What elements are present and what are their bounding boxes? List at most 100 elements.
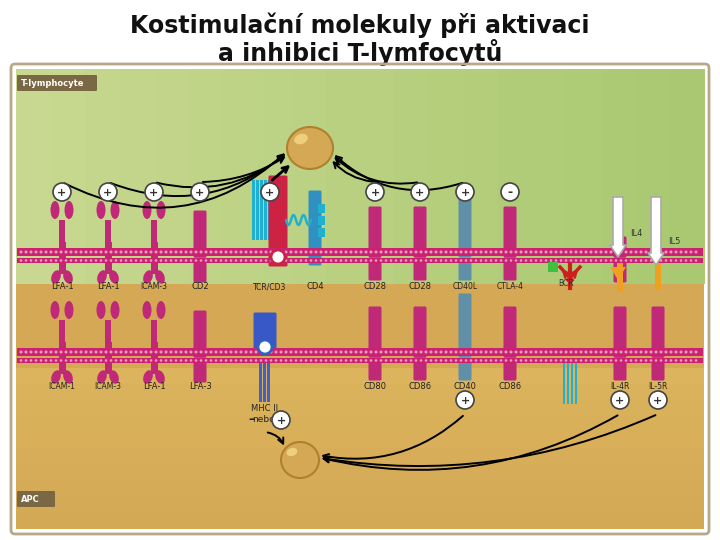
Text: +: + xyxy=(58,187,67,198)
Circle shape xyxy=(135,259,138,262)
Circle shape xyxy=(60,259,63,262)
Circle shape xyxy=(315,359,318,362)
Circle shape xyxy=(155,251,158,253)
Circle shape xyxy=(215,251,217,253)
Bar xyxy=(16,284,704,529)
Bar xyxy=(318,204,325,213)
Circle shape xyxy=(365,259,367,262)
Circle shape xyxy=(649,391,667,409)
Circle shape xyxy=(435,259,437,262)
Circle shape xyxy=(660,350,662,354)
Bar xyxy=(263,360,266,402)
Circle shape xyxy=(294,359,297,362)
Circle shape xyxy=(464,359,467,362)
Circle shape xyxy=(160,251,163,253)
Circle shape xyxy=(104,259,107,262)
Circle shape xyxy=(95,259,97,262)
Circle shape xyxy=(634,251,637,253)
Circle shape xyxy=(179,251,182,253)
Circle shape xyxy=(464,251,467,253)
Circle shape xyxy=(114,259,117,262)
Bar xyxy=(395,69,430,284)
Circle shape xyxy=(535,259,537,262)
FancyBboxPatch shape xyxy=(269,176,287,267)
Ellipse shape xyxy=(63,370,73,384)
Circle shape xyxy=(235,350,238,354)
Circle shape xyxy=(525,359,527,362)
Circle shape xyxy=(390,359,392,362)
FancyBboxPatch shape xyxy=(503,206,516,258)
Bar xyxy=(548,262,558,272)
Circle shape xyxy=(515,259,517,262)
Bar xyxy=(17,258,703,263)
Circle shape xyxy=(345,359,347,362)
Circle shape xyxy=(150,359,153,362)
Bar xyxy=(16,416,704,432)
Circle shape xyxy=(360,359,362,362)
Circle shape xyxy=(225,251,228,253)
Bar xyxy=(16,400,704,416)
Circle shape xyxy=(559,259,562,262)
Circle shape xyxy=(310,251,312,253)
Text: CD86: CD86 xyxy=(408,382,431,391)
Circle shape xyxy=(255,359,257,362)
Circle shape xyxy=(55,259,58,262)
Circle shape xyxy=(610,359,612,362)
FancyBboxPatch shape xyxy=(652,357,665,381)
FancyBboxPatch shape xyxy=(613,258,626,282)
Circle shape xyxy=(440,359,442,362)
Circle shape xyxy=(294,251,297,253)
Circle shape xyxy=(204,259,207,262)
Circle shape xyxy=(390,350,392,354)
FancyBboxPatch shape xyxy=(369,307,382,357)
Circle shape xyxy=(625,359,627,362)
Circle shape xyxy=(630,359,632,362)
Circle shape xyxy=(284,251,287,253)
Circle shape xyxy=(425,259,427,262)
Circle shape xyxy=(520,359,522,362)
Circle shape xyxy=(554,251,557,253)
Circle shape xyxy=(84,350,88,354)
Circle shape xyxy=(279,259,282,262)
Circle shape xyxy=(695,359,697,362)
Circle shape xyxy=(611,391,629,409)
Circle shape xyxy=(549,251,552,253)
Circle shape xyxy=(225,350,228,354)
Circle shape xyxy=(439,251,443,253)
Circle shape xyxy=(204,251,207,253)
Circle shape xyxy=(225,259,228,262)
Bar xyxy=(104,342,112,374)
Bar xyxy=(498,69,533,284)
Circle shape xyxy=(60,359,63,362)
Circle shape xyxy=(405,259,408,262)
Circle shape xyxy=(174,350,178,354)
Circle shape xyxy=(310,359,312,362)
Circle shape xyxy=(345,259,347,262)
Circle shape xyxy=(600,350,603,354)
Text: IL-4R: IL-4R xyxy=(611,382,630,391)
Circle shape xyxy=(254,251,258,253)
Circle shape xyxy=(410,259,413,262)
Circle shape xyxy=(170,259,172,262)
Circle shape xyxy=(450,259,452,262)
Circle shape xyxy=(450,359,452,362)
Text: ICAM-3: ICAM-3 xyxy=(140,282,168,291)
Circle shape xyxy=(289,350,292,354)
Circle shape xyxy=(454,350,457,354)
Circle shape xyxy=(24,359,27,362)
Circle shape xyxy=(65,350,68,354)
Circle shape xyxy=(695,350,698,354)
Circle shape xyxy=(305,359,307,362)
Circle shape xyxy=(55,251,58,253)
FancyBboxPatch shape xyxy=(413,357,426,381)
Text: +: + xyxy=(415,187,425,198)
Ellipse shape xyxy=(51,270,61,284)
Circle shape xyxy=(585,350,588,354)
Circle shape xyxy=(289,251,292,253)
Circle shape xyxy=(395,259,397,262)
Ellipse shape xyxy=(287,448,297,456)
Circle shape xyxy=(300,350,302,354)
Circle shape xyxy=(405,359,408,362)
Bar xyxy=(59,320,65,342)
Ellipse shape xyxy=(50,301,60,319)
